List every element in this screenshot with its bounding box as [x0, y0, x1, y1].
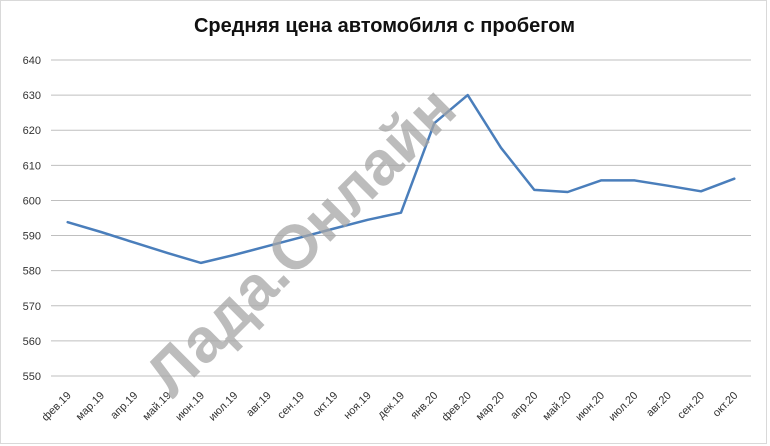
y-tick-label: 560 [23, 336, 41, 348]
y-tick-label: 550 [23, 371, 41, 383]
y-tick-label: 590 [23, 231, 41, 243]
x-tick-label: окт.20 [711, 390, 741, 420]
x-tick-label: фев.19 [40, 390, 74, 424]
x-tick-label: июн.20 [573, 390, 607, 424]
y-tick-label: 570 [23, 301, 41, 313]
y-tick-label: 610 [23, 160, 41, 172]
chart-title: Средняя цена автомобиля с пробегом [193, 15, 576, 37]
y-tick-label: 630 [23, 90, 41, 102]
y-tick-label: 620 [23, 125, 41, 137]
x-tick-label: май.20 [540, 390, 573, 423]
x-tick-label: мар.19 [74, 390, 107, 423]
y-tick-label: 580 [23, 266, 41, 278]
x-tick-label: апр.19 [108, 390, 140, 422]
y-tick-label: 640 [23, 55, 41, 67]
x-tick-label: янв.20 [409, 390, 441, 422]
x-tick-label: мар.20 [474, 390, 507, 423]
x-tick-label: дек.19 [376, 390, 408, 422]
x-tick-label: апр.20 [508, 390, 540, 422]
x-tick-label: сен.20 [675, 390, 707, 422]
x-tick-label: июл.20 [607, 390, 641, 424]
x-tick-label: июл.19 [207, 390, 241, 424]
watermark-text: Лада.Онлайн [134, 74, 470, 410]
x-tick-label: окт.19 [311, 390, 341, 420]
x-tick-label: ноя.19 [342, 390, 374, 422]
x-tick-label: сен.19 [275, 390, 307, 422]
x-tick-label: авг.20 [644, 390, 674, 420]
y-tick-label: 600 [23, 195, 41, 207]
x-tick-label: фев.20 [440, 390, 474, 424]
x-tick-label: авг.19 [244, 390, 274, 420]
